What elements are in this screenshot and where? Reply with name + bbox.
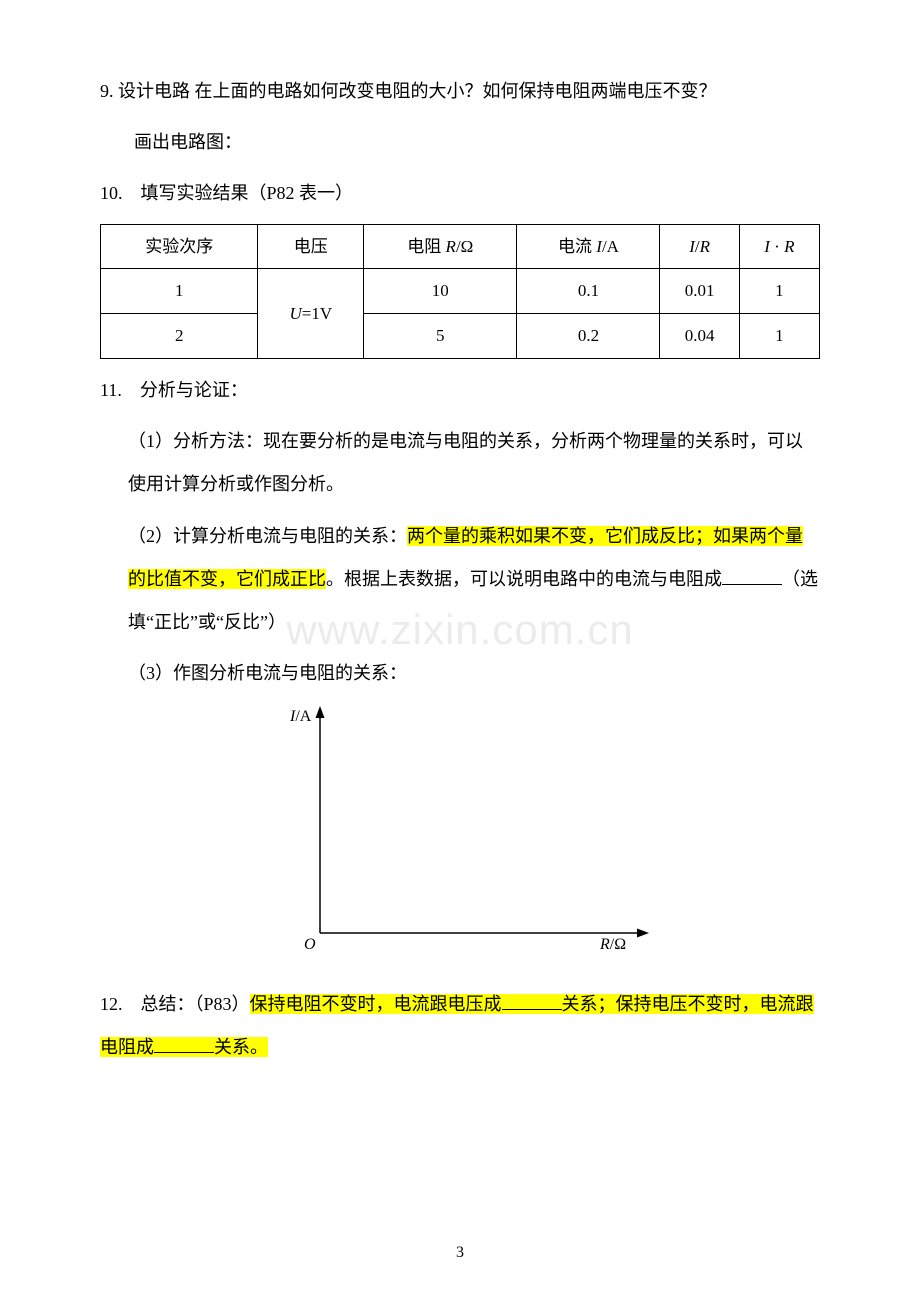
cell-ir-1: 0.01 [660, 269, 739, 314]
q10-text: 填写实验结果（P82 表一） [141, 183, 354, 203]
cell-seq-2: 2 [101, 314, 258, 359]
q11-p2: （2）计算分析电流与电阻的关系：两个量的乘积如果不变，它们成反比；如果两个量的比… [100, 515, 820, 645]
q11-number: 11. [100, 369, 122, 412]
cell-r-2: 5 [364, 314, 517, 359]
q10-number: 10. [100, 172, 123, 215]
table-row: 2 5 0.2 0.04 1 [101, 314, 820, 359]
q10-line: 10. 填写实验结果（P82 表一） [100, 172, 820, 215]
page: www.zixin.com.cn 9. 设计电路 在上面的电路如何改变电阻的大小… [0, 0, 920, 1302]
q9-line1: 9. 设计电路 在上面的电路如何改变电阻的大小？如何保持电阻两端电压不变？ [100, 70, 820, 113]
q11-title: 分析与论证： [140, 380, 248, 400]
q12-hl-c: 关系。 [214, 1037, 268, 1057]
q11-p2-b: 。根据上表数据，可以说明电路中的电流与电阻成 [326, 569, 722, 589]
axis-chart: I/A O R/Ω [260, 703, 660, 953]
q11-p1: （1）分析方法：现在要分析的是电流与电阻的关系，分析两个物理量的关系时，可以使用… [100, 420, 820, 506]
q12-number: 12. [100, 983, 123, 1026]
cell-i-2: 0.2 [517, 314, 660, 359]
cell-ir-2: 0.04 [660, 314, 739, 359]
cell-irp-1: 1 [739, 269, 819, 314]
table-row: 1 U=1V 10 0.1 0.01 1 [101, 269, 820, 314]
x-axis-label: R/Ω [599, 936, 626, 953]
q12-hl-a: 保持电阻不变时，电流跟电压成 [250, 994, 502, 1014]
q12-pre: 总结：（P83） [141, 994, 250, 1014]
table-header-row: 实验次序 电压 电阻 R/Ω 电流 I/A I/R I · R [101, 224, 820, 269]
blank-input[interactable] [722, 567, 782, 585]
blank-input[interactable] [154, 1035, 214, 1053]
cell-i-1: 0.1 [517, 269, 660, 314]
th-ir-ratio: I/R [660, 224, 739, 269]
th-resistance: 电阻 R/Ω [364, 224, 517, 269]
th-seq: 实验次序 [101, 224, 258, 269]
th-current: 电流 I/A [517, 224, 660, 269]
th-voltage: 电压 [258, 224, 364, 269]
chart-container: I/A O R/Ω [100, 703, 820, 953]
cell-r-1: 10 [364, 269, 517, 314]
q11-p2-a: （2）计算分析电流与电阻的关系： [128, 526, 407, 546]
y-axis-label: I/A [289, 708, 312, 725]
q12-line: 12. 总结：（P83）保持电阻不变时，电流跟电压成关系；保持电压不变时，电流跟… [100, 983, 820, 1069]
cell-seq-1: 1 [101, 269, 258, 314]
origin-label: O [304, 936, 316, 953]
cell-irp-2: 1 [739, 314, 819, 359]
q11-p3: （3）作图分析电流与电阻的关系： [100, 652, 820, 695]
page-number: 3 [456, 1234, 464, 1272]
data-table: 实验次序 电压 电阻 R/Ω 电流 I/A I/R I · R 1 U=1V 1… [100, 224, 820, 359]
blank-input[interactable] [502, 992, 562, 1010]
q9-line2: 画出电路图： [100, 121, 820, 164]
q9-number: 9. [100, 81, 114, 101]
cell-voltage: U=1V [258, 269, 364, 359]
q9-text-a: 设计电路 在上面的电路如何改变电阻的大小？如何保持电阻两端电压不变？ [118, 81, 717, 101]
q11-title-line: 11. 分析与论证： [100, 369, 820, 412]
th-ir-product: I · R [739, 224, 819, 269]
